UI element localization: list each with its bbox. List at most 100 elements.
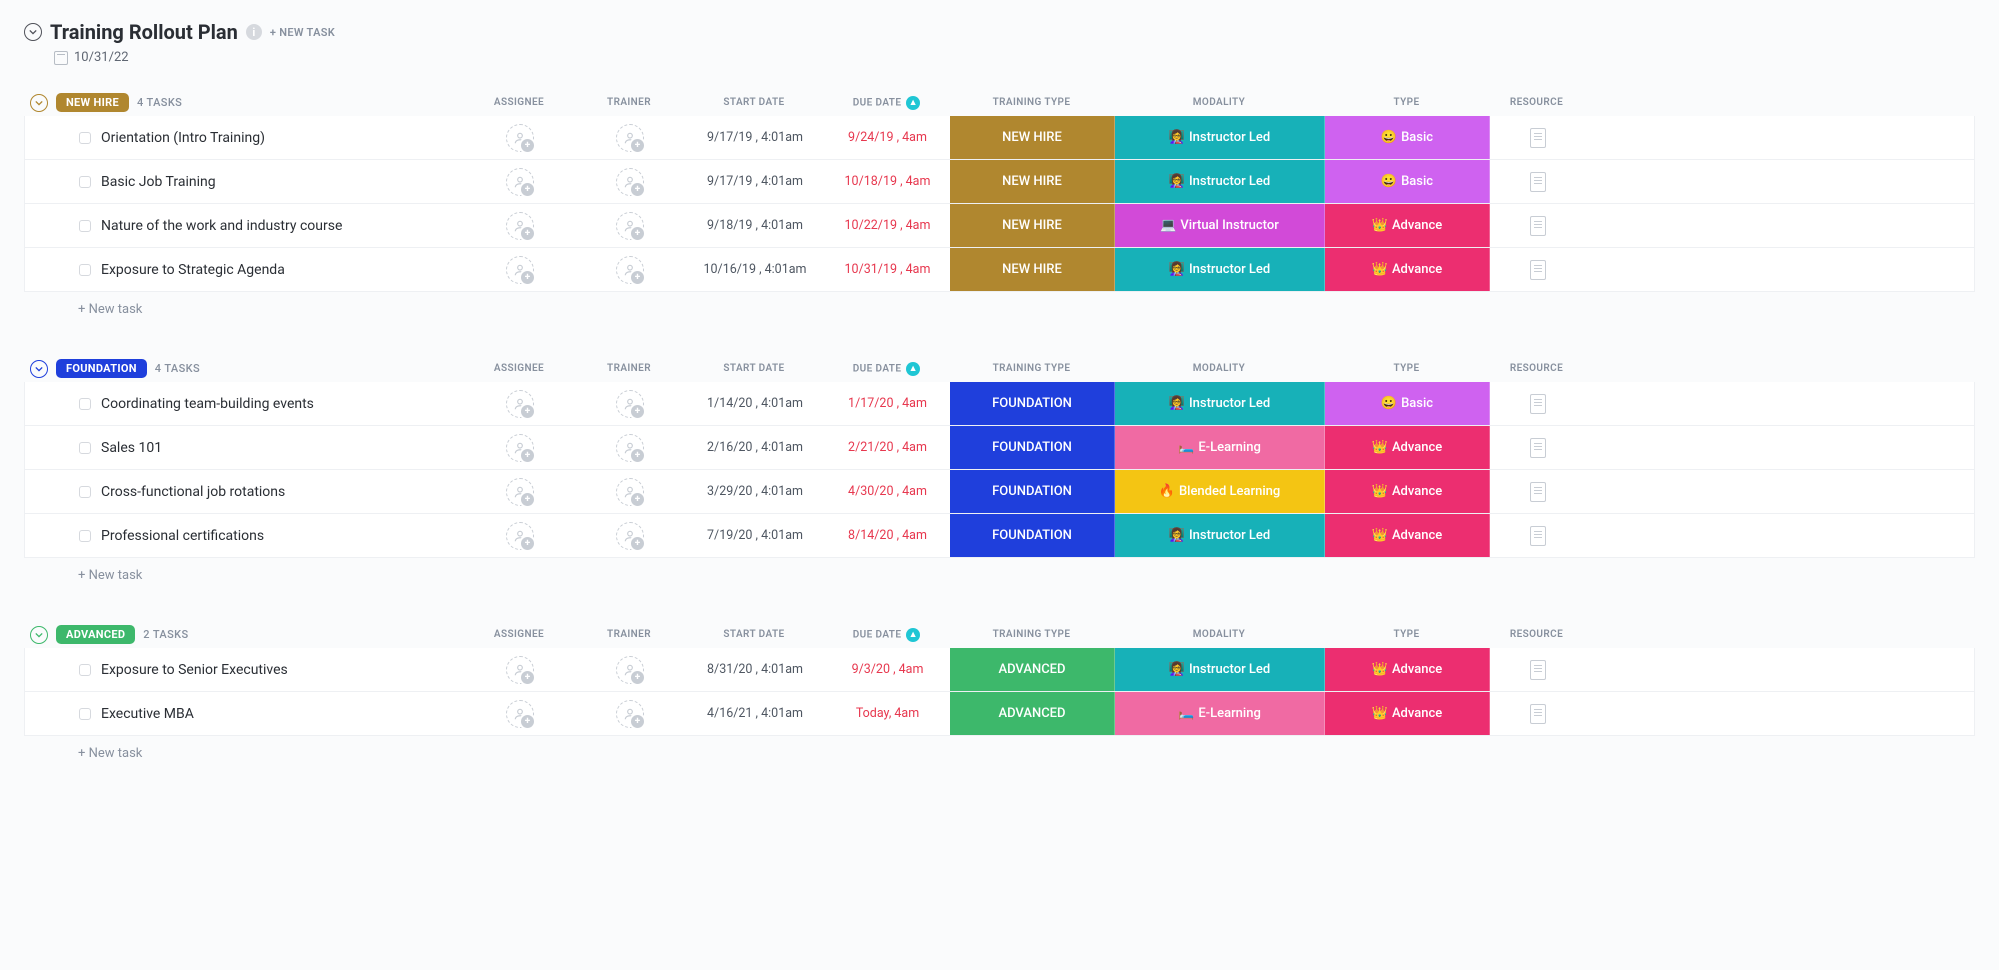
status-checkbox[interactable] [79, 442, 91, 454]
resource-cell[interactable] [1490, 248, 1585, 291]
column-header-due-date[interactable]: DUE DATE ▲ [824, 96, 949, 110]
group-pill[interactable]: ADVANCED [56, 625, 135, 644]
column-header-trainer[interactable]: TRAINER [574, 97, 684, 108]
due-date[interactable]: 10/18/19 , 4am [825, 160, 950, 203]
start-date[interactable]: 10/16/19 , 4:01am [685, 248, 825, 291]
column-header-assignee[interactable]: ASSIGNEE [464, 363, 574, 374]
column-header-resource[interactable]: RESOURCE [1489, 363, 1584, 374]
group-collapse-icon[interactable] [30, 626, 48, 644]
group-pill[interactable]: NEW HIRE [56, 93, 129, 112]
new-task-button[interactable]: + NEW TASK [270, 26, 335, 39]
assign-avatar[interactable] [616, 478, 644, 506]
start-date[interactable]: 8/31/20 , 4:01am [685, 648, 825, 691]
status-checkbox[interactable] [79, 220, 91, 232]
assign-avatar[interactable] [506, 168, 534, 196]
assign-avatar[interactable] [506, 656, 534, 684]
status-checkbox[interactable] [79, 708, 91, 720]
resource-cell[interactable] [1490, 426, 1585, 469]
assign-avatar[interactable] [616, 124, 644, 152]
collapse-all-icon[interactable] [24, 23, 42, 41]
resource-cell[interactable] [1490, 204, 1585, 247]
info-icon[interactable]: i [246, 24, 262, 40]
training-type-chip[interactable]: FOUNDATION [950, 514, 1115, 557]
training-type-chip[interactable]: FOUNDATION [950, 470, 1115, 513]
status-checkbox[interactable] [79, 132, 91, 144]
task-row[interactable]: Basic Job Training9/17/19 , 4:01am10/18/… [24, 160, 1975, 204]
new-task-row[interactable]: + New task [24, 736, 1975, 771]
training-type-chip[interactable]: ADVANCED [950, 648, 1115, 691]
status-checkbox[interactable] [79, 664, 91, 676]
due-date[interactable]: 9/3/20 , 4am [825, 648, 950, 691]
column-header-training_type[interactable]: TRAINING TYPE [949, 97, 1114, 108]
type-chip[interactable]: 😀Basic [1325, 160, 1490, 203]
column-header-trainer[interactable]: TRAINER [574, 629, 684, 640]
training-type-chip[interactable]: FOUNDATION [950, 426, 1115, 469]
type-chip[interactable]: 😀Basic [1325, 382, 1490, 425]
training-type-chip[interactable]: ADVANCED [950, 692, 1115, 735]
type-chip[interactable]: 👑Advance [1325, 648, 1490, 691]
column-header-start_date[interactable]: START DATE [684, 363, 824, 374]
modality-chip[interactable]: 🛏️ E-Learning [1115, 692, 1325, 735]
assign-avatar[interactable] [616, 434, 644, 462]
modality-chip[interactable]: 💻 Virtual Instructor [1115, 204, 1325, 247]
group-collapse-icon[interactable] [30, 94, 48, 112]
modality-chip[interactable]: 👩‍🏫 Instructor Led [1115, 116, 1325, 159]
training-type-chip[interactable]: NEW HIRE [950, 204, 1115, 247]
new-task-row[interactable]: + New task [24, 558, 1975, 593]
start-date[interactable]: 9/17/19 , 4:01am [685, 160, 825, 203]
type-chip[interactable]: 👑Advance [1325, 426, 1490, 469]
due-date[interactable]: 10/22/19 , 4am [825, 204, 950, 247]
status-checkbox[interactable] [79, 530, 91, 542]
assign-avatar[interactable] [616, 212, 644, 240]
assign-avatar[interactable] [616, 168, 644, 196]
training-type-chip[interactable]: FOUNDATION [950, 382, 1115, 425]
type-chip[interactable]: 👑Advance [1325, 470, 1490, 513]
column-header-training_type[interactable]: TRAINING TYPE [949, 629, 1114, 640]
task-row[interactable]: Professional certifications7/19/20 , 4:0… [24, 514, 1975, 558]
resource-cell[interactable] [1490, 648, 1585, 691]
type-chip[interactable]: 😀Basic [1325, 116, 1490, 159]
assign-avatar[interactable] [506, 124, 534, 152]
column-header-start_date[interactable]: START DATE [684, 97, 824, 108]
start-date[interactable]: 2/16/20 , 4:01am [685, 426, 825, 469]
task-row[interactable]: Sales 1012/16/20 , 4:01am2/21/20 , 4amFO… [24, 426, 1975, 470]
resource-cell[interactable] [1490, 116, 1585, 159]
due-date[interactable]: 9/24/19 , 4am [825, 116, 950, 159]
task-row[interactable]: Coordinating team-building events1/14/20… [24, 382, 1975, 426]
assign-avatar[interactable] [506, 700, 534, 728]
due-date[interactable]: 1/17/20 , 4am [825, 382, 950, 425]
column-header-due-date[interactable]: DUE DATE ▲ [824, 362, 949, 376]
modality-chip[interactable]: 👩‍🏫 Instructor Led [1115, 382, 1325, 425]
type-chip[interactable]: 👑Advance [1325, 204, 1490, 247]
assign-avatar[interactable] [506, 478, 534, 506]
due-date[interactable]: Today, 4am [825, 692, 950, 735]
column-header-assignee[interactable]: ASSIGNEE [464, 97, 574, 108]
modality-chip[interactable]: 👩‍🏫 Instructor Led [1115, 248, 1325, 291]
column-header-training_type[interactable]: TRAINING TYPE [949, 363, 1114, 374]
column-header-modality[interactable]: MODALITY [1114, 363, 1324, 374]
start-date[interactable]: 1/14/20 , 4:01am [685, 382, 825, 425]
column-header-due-date[interactable]: DUE DATE ▲ [824, 628, 949, 642]
task-row[interactable]: Cross-functional job rotations3/29/20 , … [24, 470, 1975, 514]
status-checkbox[interactable] [79, 486, 91, 498]
column-header-type[interactable]: TYPE [1324, 363, 1489, 374]
type-chip[interactable]: 👑Advance [1325, 514, 1490, 557]
task-row[interactable]: Executive MBA4/16/21 , 4:01amToday, 4amA… [24, 692, 1975, 736]
assign-avatar[interactable] [616, 390, 644, 418]
start-date[interactable]: 9/17/19 , 4:01am [685, 116, 825, 159]
column-header-assignee[interactable]: ASSIGNEE [464, 629, 574, 640]
type-chip[interactable]: 👑Advance [1325, 692, 1490, 735]
assign-avatar[interactable] [506, 522, 534, 550]
assign-avatar[interactable] [506, 256, 534, 284]
resource-cell[interactable] [1490, 514, 1585, 557]
modality-chip[interactable]: 🛏️ E-Learning [1115, 426, 1325, 469]
status-checkbox[interactable] [79, 264, 91, 276]
assign-avatar[interactable] [616, 700, 644, 728]
modality-chip[interactable]: 👩‍🏫 Instructor Led [1115, 160, 1325, 203]
start-date[interactable]: 3/29/20 , 4:01am [685, 470, 825, 513]
assign-avatar[interactable] [616, 656, 644, 684]
modality-chip[interactable]: 👩‍🏫 Instructor Led [1115, 648, 1325, 691]
column-header-type[interactable]: TYPE [1324, 629, 1489, 640]
status-checkbox[interactable] [79, 176, 91, 188]
group-pill[interactable]: FOUNDATION [56, 359, 147, 378]
